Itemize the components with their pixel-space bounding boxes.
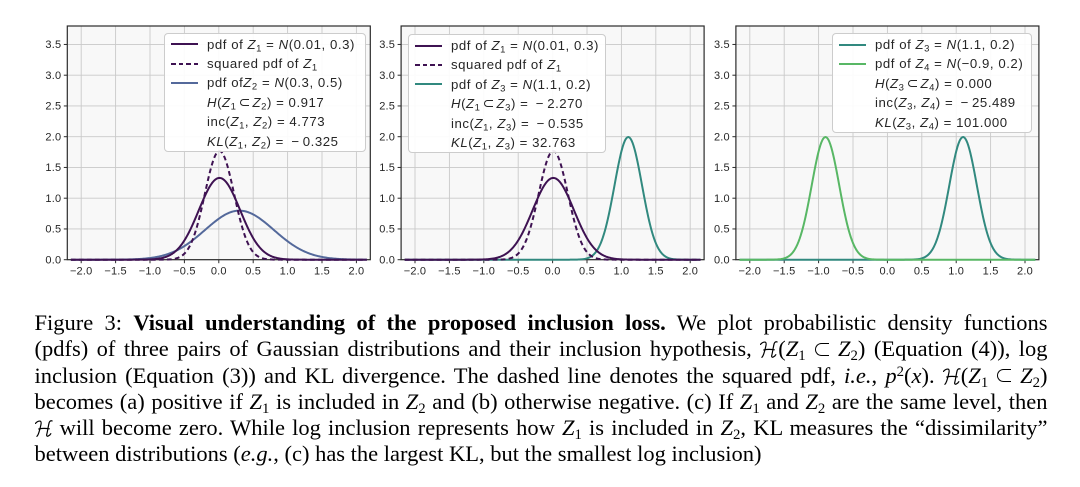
svg-text:0.5: 0.5 [714, 224, 730, 236]
svg-text:2.5: 2.5 [714, 101, 730, 113]
svg-text:−2.0: −2.0 [404, 266, 427, 278]
svg-text:−2.0: −2.0 [70, 266, 93, 278]
svg-text:0.0: 0.0 [211, 266, 227, 278]
svg-text:−0.5: −0.5 [507, 266, 530, 278]
svg-text:1.5: 1.5 [714, 162, 730, 174]
svg-text:2.0: 2.0 [1017, 266, 1033, 278]
svg-text:1.5: 1.5 [983, 266, 999, 278]
svg-text:2.5: 2.5 [45, 101, 61, 113]
svg-text:0.5: 0.5 [245, 266, 261, 278]
svg-text:1.5: 1.5 [314, 266, 330, 278]
svg-text:−1.5: −1.5 [104, 266, 127, 278]
svg-text:3.5: 3.5 [45, 39, 61, 51]
svg-text:0.0: 0.0 [545, 266, 561, 278]
svg-text:1.5: 1.5 [45, 162, 61, 174]
svg-text:1.5: 1.5 [648, 266, 664, 278]
svg-text:−1.5: −1.5 [438, 266, 461, 278]
svg-text:1.0: 1.0 [714, 193, 730, 205]
svg-text:−2.0: −2.0 [739, 266, 762, 278]
svg-text:0.0: 0.0 [879, 266, 895, 278]
svg-text:3.0: 3.0 [714, 70, 730, 82]
svg-text:1.0: 1.0 [280, 266, 296, 278]
svg-text:2.0: 2.0 [682, 266, 698, 278]
svg-text:3.5: 3.5 [714, 39, 730, 51]
svg-text:−1.0: −1.0 [139, 266, 162, 278]
svg-text:−0.5: −0.5 [842, 266, 865, 278]
svg-text:2.0: 2.0 [45, 131, 61, 143]
svg-text:0.5: 0.5 [579, 266, 595, 278]
svg-text:2.5: 2.5 [379, 101, 395, 113]
svg-text:1.0: 1.0 [45, 193, 61, 205]
svg-text:0.0: 0.0 [379, 254, 395, 266]
svg-text:2.0: 2.0 [379, 131, 395, 143]
svg-text:0.0: 0.0 [714, 254, 730, 266]
svg-text:0.0: 0.0 [45, 254, 61, 266]
svg-text:3.0: 3.0 [45, 70, 61, 82]
svg-text:1.5: 1.5 [379, 162, 395, 174]
svg-text:0.5: 0.5 [914, 266, 930, 278]
svg-text:2.0: 2.0 [348, 266, 364, 278]
svg-text:3.5: 3.5 [379, 39, 395, 51]
svg-text:−1.0: −1.0 [473, 266, 496, 278]
svg-text:2.0: 2.0 [714, 131, 730, 143]
svg-text:1.0: 1.0 [379, 193, 395, 205]
svg-text:1.0: 1.0 [613, 266, 629, 278]
svg-text:−1.5: −1.5 [773, 266, 796, 278]
svg-text:−1.0: −1.0 [807, 266, 830, 278]
svg-text:−0.5: −0.5 [173, 266, 196, 278]
svg-text:3.0: 3.0 [379, 70, 395, 82]
svg-text:0.5: 0.5 [379, 224, 395, 236]
svg-text:0.5: 0.5 [45, 224, 61, 236]
svg-text:1.0: 1.0 [948, 266, 964, 278]
